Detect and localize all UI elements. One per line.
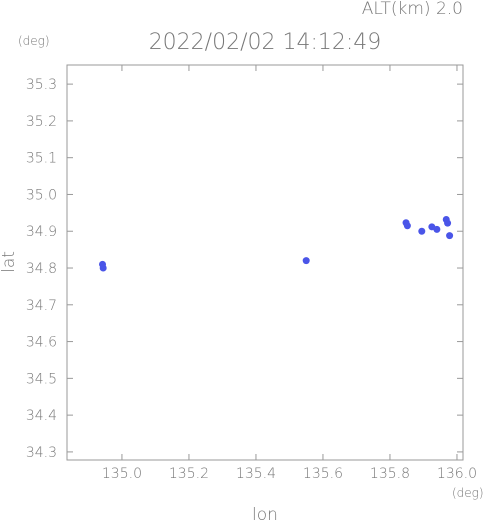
echo-point	[403, 222, 411, 230]
y-tick-label: 34.3	[26, 445, 57, 461]
x-tick-label: 135.6	[303, 466, 343, 482]
y-tick-label: 35.1	[26, 151, 57, 167]
y-tick-label: 34.8	[26, 261, 57, 277]
y-tick-label: 34.9	[26, 224, 57, 240]
y-tick-label: 35.2	[26, 114, 57, 130]
x-tick-label: 135.4	[236, 466, 276, 482]
echo-point	[446, 232, 454, 240]
x-tick-label: 136.0	[437, 466, 477, 482]
y-tick-label: 34.5	[26, 371, 57, 387]
echo-point	[418, 227, 426, 235]
echo-point	[302, 257, 310, 265]
x-tick-label: 135.0	[102, 466, 142, 482]
x-axis-label: lon	[252, 505, 278, 521]
y-tick-label: 35.0	[26, 187, 57, 203]
y-unit: (deg)	[18, 34, 50, 48]
altitude-label: ALT(km) 2.0	[362, 0, 463, 19]
chart-title: 2022/02/02 14:12:49	[149, 30, 382, 55]
x-tick-label: 135.2	[169, 466, 209, 482]
y-tick-label: 35.3	[26, 77, 57, 93]
x-unit: (deg)	[452, 486, 484, 500]
echo-point	[433, 225, 441, 233]
y-tick-label: 34.7	[26, 298, 57, 314]
plot-frame	[66, 64, 464, 461]
echo-point	[99, 264, 107, 272]
y-tick-label: 34.4	[26, 408, 57, 424]
y-tick-label: 34.6	[26, 335, 57, 351]
x-tick-label: 135.8	[370, 466, 410, 482]
echo-point	[444, 219, 452, 227]
y-axis-label: lat	[0, 251, 19, 273]
